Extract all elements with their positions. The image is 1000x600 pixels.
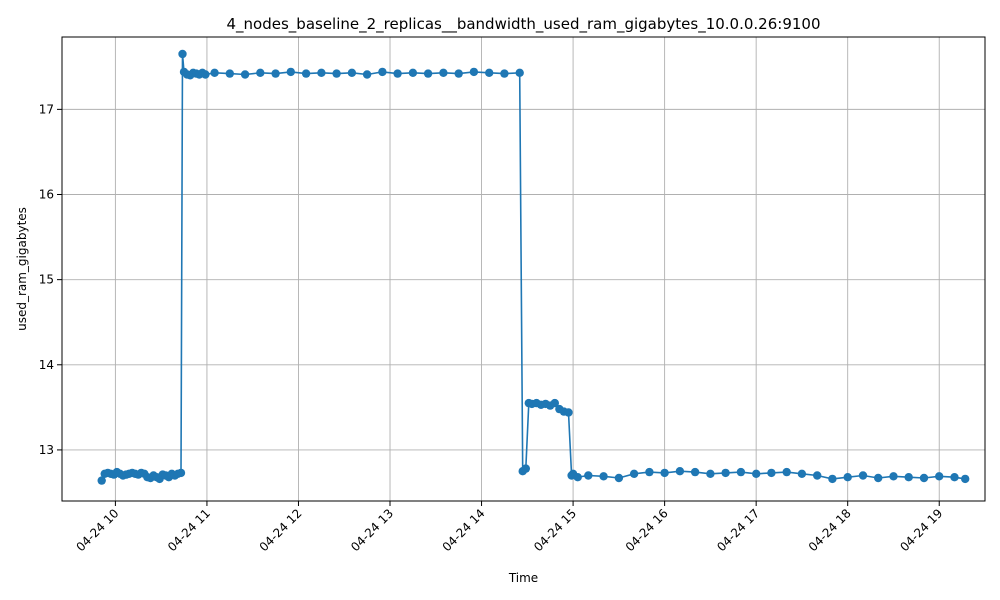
x-tick-label: 04-24 18 [806, 506, 854, 554]
data-point [500, 69, 509, 78]
x-tick-label: 04-24 11 [165, 506, 213, 554]
data-point [645, 467, 654, 477]
data-point [201, 70, 210, 79]
data-point [225, 69, 234, 78]
y-axis: 13 14 15 16 17 [39, 102, 62, 457]
data-point [629, 469, 639, 478]
chart-title: 4_nodes_baseline_2_replicas__bandwidth_u… [227, 15, 821, 34]
data-point [515, 68, 524, 78]
data-point [347, 68, 357, 78]
grid [62, 37, 985, 501]
data-point [485, 68, 494, 78]
data-point [904, 473, 913, 482]
data-point [813, 471, 822, 480]
data-point [599, 472, 608, 481]
plot-frame [61, 36, 986, 502]
x-axis-label: Time [508, 571, 538, 585]
data-point [240, 70, 250, 79]
data-point [332, 69, 341, 78]
data-point [782, 467, 791, 477]
data-point [690, 467, 700, 477]
x-tick-label: 04-24 15 [531, 506, 579, 554]
data-point [721, 468, 730, 478]
series [97, 49, 970, 485]
data-point [176, 468, 186, 478]
data-point [961, 474, 970, 484]
x-tick-label: 04-24 12 [257, 506, 305, 554]
data-point [469, 67, 479, 77]
data-point [362, 70, 372, 79]
data-point [286, 67, 295, 77]
data-point [317, 68, 326, 78]
data-point [584, 471, 593, 480]
y-tick-label: 17 [39, 102, 54, 116]
data-point [797, 469, 807, 478]
y-tick-label: 16 [39, 188, 54, 202]
data-point [660, 468, 669, 478]
series-line [100, 53, 966, 481]
data-point [736, 467, 746, 477]
data-point [393, 69, 402, 78]
data-point [614, 473, 624, 483]
y-tick-label: 14 [39, 358, 54, 372]
data-point [439, 68, 448, 78]
x-tick-label: 04-24 16 [623, 506, 671, 554]
data-point [301, 69, 311, 78]
data-point [843, 473, 852, 482]
data-point [752, 469, 761, 478]
y-tick-label: 13 [39, 443, 54, 457]
data-point [256, 68, 265, 78]
x-tick-label: 04-24 17 [714, 506, 762, 554]
y-axis-label: used_ram_gigabytes [15, 207, 29, 331]
data-point [950, 473, 959, 482]
data-point [378, 67, 387, 77]
data-point [767, 468, 776, 478]
x-tick-label: 04-24 14 [440, 506, 488, 554]
data-point [675, 467, 685, 476]
data-point [550, 398, 559, 408]
data-point [889, 472, 898, 481]
data-point [935, 472, 944, 481]
data-point [521, 464, 530, 473]
data-point [573, 473, 582, 482]
data-point [454, 69, 463, 78]
data-point [828, 474, 837, 484]
x-axis: 04-24 10 04-24 11 04-24 12 04-24 13 04-24 14… [73, 501, 945, 554]
x-tick-label: 04-24 19 [897, 506, 945, 554]
y-tick-label: 15 [39, 273, 54, 287]
data-point [874, 473, 883, 483]
x-tick-label: 04-24 13 [348, 506, 396, 554]
data-point [271, 69, 280, 78]
data-point [919, 473, 929, 483]
data-point [564, 408, 573, 417]
data-point [706, 469, 715, 478]
data-point [408, 68, 418, 78]
data-point [858, 471, 868, 480]
x-tick-label: 04-24 10 [73, 506, 121, 554]
data-point [178, 49, 187, 59]
data-point [210, 68, 219, 78]
data-point [423, 69, 433, 78]
data-point [97, 476, 106, 485]
